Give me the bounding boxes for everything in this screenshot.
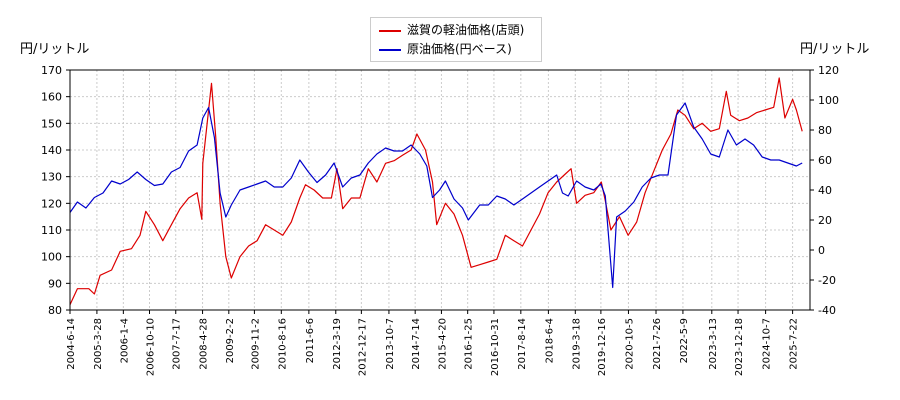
x-tick-label: 2010-8-16 bbox=[277, 318, 288, 370]
left-tick-label: 150 bbox=[41, 117, 62, 130]
right-tick-label: 40 bbox=[818, 184, 832, 197]
legend-item-diesel: 滋賀の軽油価格(店頭) bbox=[379, 21, 524, 39]
x-tick-label: 2006-1-4 bbox=[119, 318, 130, 363]
plot-lines bbox=[69, 77, 803, 305]
x-tick-label: 2012-3-19 bbox=[332, 318, 343, 370]
series-line-crude bbox=[69, 102, 803, 289]
x-tick-label: 2023-12-18 bbox=[734, 318, 745, 376]
x-tick-label: 2005-3-28 bbox=[93, 318, 104, 370]
x-tick-label: 2014-7-14 bbox=[411, 318, 422, 370]
legend-label-diesel: 滋賀の軽油価格(店頭) bbox=[407, 23, 525, 37]
left-axis: 80 90 100 110 120 130 140 150 160 170 bbox=[41, 64, 70, 317]
x-tick-label: 2024-10-7 bbox=[762, 318, 773, 370]
legend: 滋賀の軽油価格(店頭) 原油価格(円ベース) bbox=[370, 17, 542, 62]
x-tick-label: 2016-1-25 bbox=[464, 318, 475, 370]
left-tick-label: 80 bbox=[48, 304, 62, 317]
legend-item-crude: 原油価格(円ベース) bbox=[379, 40, 512, 58]
x-tick-label: 2012-12-17 bbox=[357, 318, 368, 376]
left-axis-label: 円/リットル bbox=[20, 42, 90, 57]
left-tick-label: 110 bbox=[41, 224, 62, 237]
right-tick-label: 80 bbox=[818, 124, 832, 137]
left-tick-label: 170 bbox=[41, 64, 62, 77]
left-tick-label: 160 bbox=[41, 91, 62, 104]
legend-label-crude: 原油価格(円ベース) bbox=[407, 42, 512, 56]
x-tick-label: 2020-10-5 bbox=[624, 318, 635, 370]
x-tick-label: 2021-7-26 bbox=[652, 318, 663, 370]
right-tick-label: 0 bbox=[818, 244, 825, 257]
series-line-diesel bbox=[69, 77, 803, 305]
x-tick-label: 2011-6-6 bbox=[305, 318, 316, 363]
x-tick-label: 2023-3-13 bbox=[708, 318, 719, 370]
x-tick-label: 2008-4-28 bbox=[199, 318, 210, 370]
x-tick-label: 2016-10-31 bbox=[490, 318, 501, 376]
x-tick-label: 2007-7-17 bbox=[172, 318, 183, 370]
x-tick-label: 2009-11-2 bbox=[250, 318, 261, 370]
x-tick-label: 2019-12-16 bbox=[597, 318, 608, 376]
x-tick-label: 2025-7-22 bbox=[789, 318, 800, 370]
x-tick-label: 2022-5-9 bbox=[679, 318, 690, 363]
right-tick-label: 100 bbox=[818, 94, 839, 107]
left-tick-label: 90 bbox=[48, 277, 62, 290]
legend-swatch-diesel bbox=[379, 29, 401, 32]
right-tick-label: 60 bbox=[818, 154, 832, 167]
right-axis: -40 -20 0 20 40 60 80 100 120 bbox=[810, 64, 839, 317]
left-tick-label: 120 bbox=[41, 197, 62, 210]
right-tick-label: 20 bbox=[818, 214, 832, 227]
right-tick-label: -20 bbox=[818, 274, 836, 287]
x-tick-label: 2018-6-4 bbox=[544, 318, 555, 363]
right-axis-label: 円/リットル bbox=[800, 42, 870, 57]
left-tick-label: 100 bbox=[41, 251, 62, 264]
right-tick-label: 120 bbox=[818, 64, 839, 77]
x-axis: 2004-6-14 2005-3-28 2006-1-4 2006-10-10 2007… bbox=[66, 310, 800, 376]
x-tick-label: 2019-3-18 bbox=[571, 318, 582, 370]
x-tick-label: 2017-8-14 bbox=[517, 318, 528, 370]
x-tick-label: 2009-2-2 bbox=[225, 318, 236, 363]
right-tick-label: -40 bbox=[818, 304, 836, 317]
x-tick-label: 2004-6-14 bbox=[66, 318, 77, 370]
x-tick-label: 2015-4-20 bbox=[437, 318, 448, 370]
legend-swatch-crude bbox=[379, 48, 401, 51]
x-tick-label: 2006-10-10 bbox=[145, 318, 156, 376]
left-tick-label: 140 bbox=[41, 144, 62, 157]
left-tick-label: 130 bbox=[41, 171, 62, 184]
x-tick-label: 2013-10-7 bbox=[385, 318, 396, 370]
